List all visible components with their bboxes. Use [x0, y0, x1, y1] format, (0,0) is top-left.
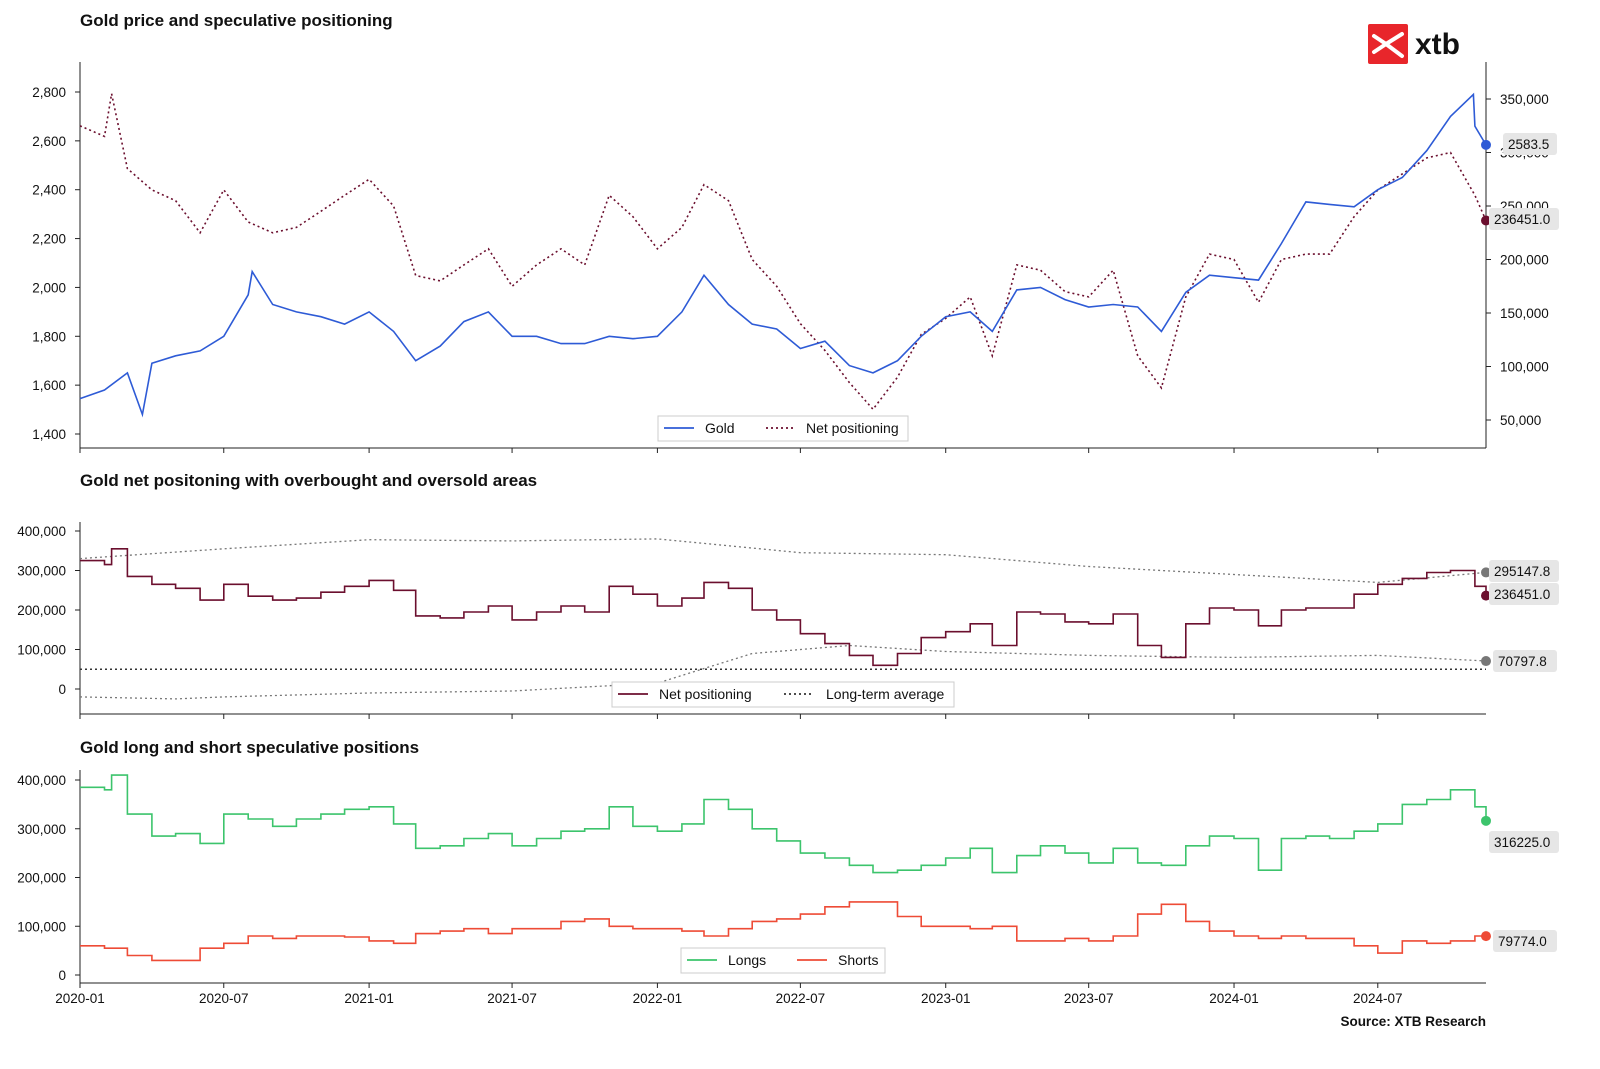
y-tick-label: 2,400 — [32, 183, 66, 198]
y-tick-label: 300,000 — [17, 564, 66, 579]
y-tick-label: 100,000 — [17, 919, 66, 934]
x-tick-label: 2021-01 — [344, 991, 394, 1006]
net-positioning-step-line — [80, 548, 1487, 667]
x-tick-label: 2023-07 — [1064, 991, 1114, 1006]
panel3-plot — [80, 774, 1491, 962]
y-tick-label: 350,000 — [1500, 92, 1549, 107]
panel1-title: Gold price and speculative positioning — [80, 11, 393, 30]
panel2-plot — [79, 538, 1491, 700]
y-tick-label: 1,600 — [32, 378, 66, 393]
y-tick-label: 400,000 — [17, 773, 66, 788]
upper-band-line-end-marker — [1481, 567, 1491, 578]
gold-end-label: 2583.5 — [1508, 137, 1549, 152]
net1-end-label: 236451.0 — [1494, 212, 1550, 227]
gold-price-line-end-marker — [1481, 139, 1491, 150]
end-labels: 2583.5 236451.0 295147.8 236451.0 70797.… — [1489, 133, 1559, 952]
net1-end-label-box — [1489, 208, 1559, 230]
x-tick-label: 2024-01 — [1209, 991, 1259, 1006]
upper-end-label-box — [1489, 560, 1559, 582]
upper-band-line — [79, 538, 1487, 584]
y-tick-label: 0 — [58, 682, 66, 697]
net2-end-label-box — [1489, 583, 1559, 605]
y-tick-label: 2,200 — [32, 232, 66, 247]
y-tick-label: 100,000 — [17, 643, 66, 658]
legend-shorts-label: Shorts — [838, 952, 878, 968]
panel2-legend-box — [611, 681, 955, 708]
x-tick-label: 2024-07 — [1353, 991, 1403, 1006]
y-tick-label: 2,800 — [32, 85, 66, 100]
y-tick-label: 200,000 — [1500, 253, 1549, 268]
net2-end-label: 236451.0 — [1494, 587, 1550, 602]
lower-end-label: 70797.8 — [1498, 654, 1547, 669]
y-tick-label: 300,000 — [17, 822, 66, 837]
y-tick-label: 50,000 — [1500, 413, 1541, 428]
y-tick-label: 150,000 — [1500, 306, 1549, 321]
xtb-logo-glyph — [1372, 32, 1404, 58]
x-tick-label: 2023-01 — [921, 991, 971, 1006]
x-tick-label: 2022-01 — [633, 991, 683, 1006]
y-tick-label: 2,600 — [32, 134, 66, 149]
panel1-plot — [79, 92, 1491, 418]
x-tick-label: 2020-07 — [199, 991, 249, 1006]
longs-line — [80, 774, 1487, 874]
longs-end-label: 316225.0 — [1494, 835, 1550, 850]
lower-end-label-box — [1493, 650, 1557, 672]
panel3-title: Gold long and short speculative position… — [80, 738, 419, 757]
legend-gold-label: Gold — [705, 420, 735, 436]
legend-netpos-label: Net positioning — [659, 686, 752, 702]
shorts-end-label: 79774.0 — [1498, 934, 1547, 949]
net-positioning-line-end-marker — [1481, 215, 1491, 226]
upper-end-label: 295147.8 — [1494, 564, 1550, 579]
panel1-legend: Gold Net positioning — [657, 415, 909, 442]
shorts-end-label-box — [1493, 930, 1557, 952]
legend-avg-label: Long-term average — [826, 686, 945, 702]
y-tick-label: 200,000 — [17, 871, 66, 886]
legend-net-label: Net positioning — [806, 420, 899, 436]
shorts-line — [80, 901, 1487, 962]
longs-line-end-marker — [1481, 815, 1491, 826]
longs-end-label-box — [1489, 831, 1559, 853]
gold-end-label-box — [1503, 133, 1557, 155]
source-note: Source: XTB Research — [1340, 1014, 1486, 1029]
xtb-logo: xtb — [1368, 24, 1460, 64]
panel2-legend: Net positioning Long-term average — [611, 681, 955, 708]
y-tick-label: 1,800 — [32, 329, 66, 344]
y-tick-label: 1,400 — [32, 427, 66, 442]
shorts-line-end-marker — [1481, 931, 1491, 942]
panel2-title: Gold net positoning with overbought and … — [80, 471, 537, 490]
panel3-legend: Longs Shorts — [680, 947, 886, 974]
y-tick-label: 200,000 — [17, 603, 66, 618]
x-tick-label: 2021-07 — [487, 991, 537, 1006]
xtb-logo-text: xtb — [1415, 28, 1460, 61]
y-tick-label: 400,000 — [17, 524, 66, 539]
legend-longs-label: Longs — [728, 952, 766, 968]
x-tick-label: 2022-07 — [776, 991, 826, 1006]
net-positioning-line — [79, 93, 1487, 411]
net-positioning-step-line-end-marker — [1481, 590, 1491, 601]
y-tick-label: 100,000 — [1500, 360, 1549, 375]
x-tick-label: 2020-01 — [55, 991, 105, 1006]
lower-band-line-end-marker — [1481, 656, 1491, 667]
y-tick-label: 2,000 — [32, 280, 66, 295]
y-tick-label: 0 — [58, 968, 66, 983]
gold-price-line — [79, 92, 1487, 418]
